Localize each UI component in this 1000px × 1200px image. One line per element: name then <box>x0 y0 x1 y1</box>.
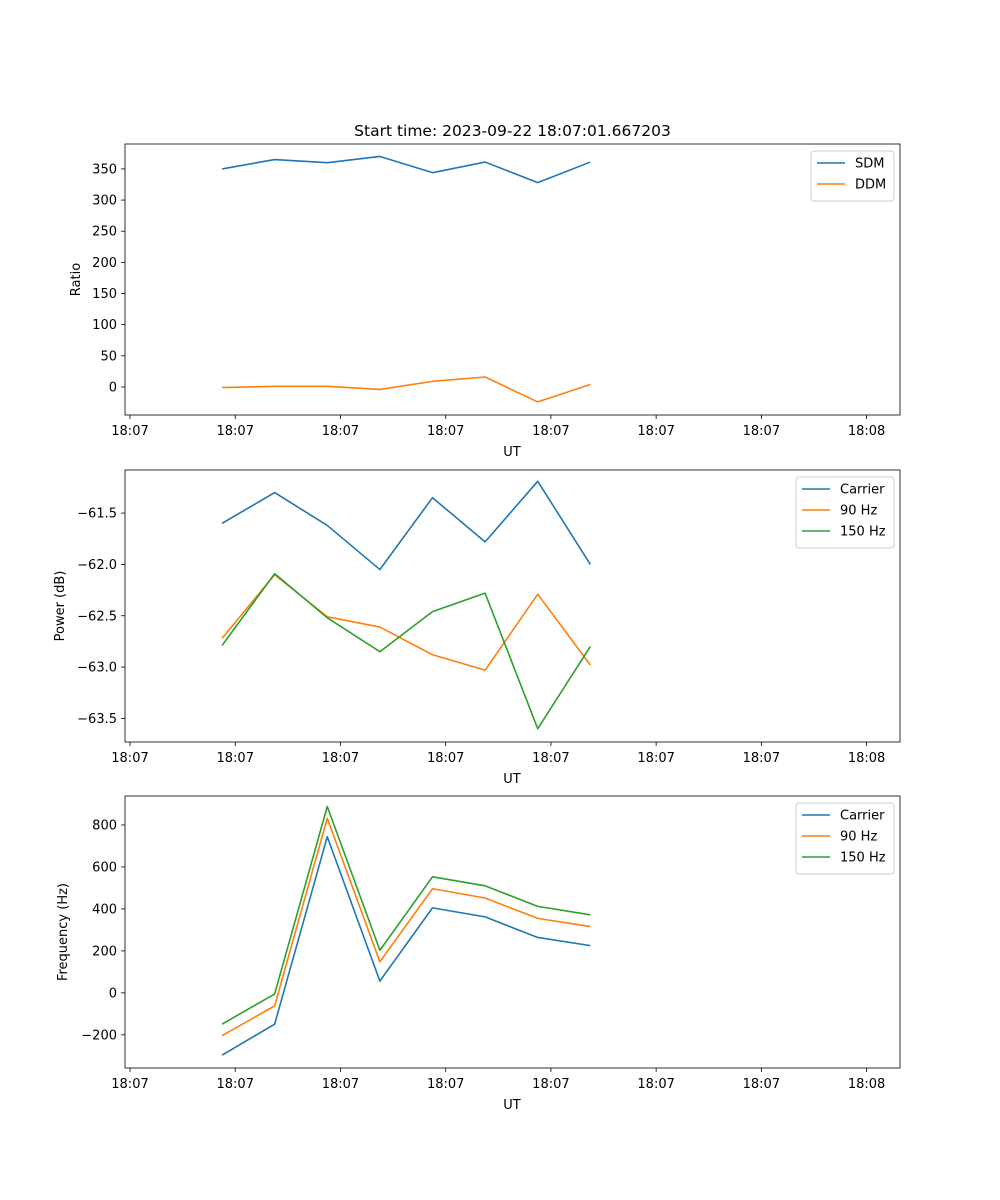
y-tick-label: −62.5 <box>77 609 117 624</box>
power-panel: 18:07 18:07 18:07 18:07 18:07 18:07 18:07 18:08… <box>53 470 900 787</box>
x-tick-label: 18:07 <box>532 424 569 439</box>
x-tick-label: 18:07 <box>111 751 148 766</box>
legend-label: Carrier <box>840 483 885 498</box>
y-tick-label: 150 <box>92 287 117 302</box>
y-tick-label: 400 <box>92 902 117 917</box>
series-line-carrier <box>222 481 590 569</box>
y-tick-label: −62.0 <box>77 558 117 573</box>
y-axis-label: Power (dB) <box>53 571 68 642</box>
y-tick-label: 100 <box>92 318 117 333</box>
x-tick-label: 18:07 <box>111 1077 148 1092</box>
x-axis-label: UT <box>503 772 521 787</box>
x-tick-label: 18:07 <box>111 424 148 439</box>
frequency-panel: 18:07 18:07 18:07 18:07 18:07 18:07 18:07 18:08… <box>56 796 900 1113</box>
ratio-panel: 18:07 18:07 18:07 18:07 18:07 18:07 18:07 18:08… <box>69 122 900 460</box>
x-tick-label: 18:07 <box>532 751 569 766</box>
x-tick-label: 18:07 <box>217 424 254 439</box>
series-line-150-hz <box>222 806 590 1024</box>
series-line-carrier <box>222 837 590 1055</box>
axes-frame <box>125 144 900 415</box>
legend-label: 150 Hz <box>840 851 886 866</box>
legend-label: DDM <box>855 178 886 193</box>
x-tick-label: 18:07 <box>637 751 674 766</box>
y-tick-label: −63.0 <box>77 661 117 676</box>
y-tick-label: 200 <box>92 256 117 271</box>
y-tick-label: −200 <box>81 1028 117 1043</box>
x-tick-label: 18:07 <box>322 1077 359 1092</box>
x-tick-label: 18:07 <box>743 424 780 439</box>
x-tick-label: 18:07 <box>427 424 464 439</box>
x-tick-label: 18:07 <box>743 1077 780 1092</box>
x-tick-label: 18:07 <box>532 1077 569 1092</box>
x-tick-label: 18:07 <box>217 751 254 766</box>
series-line-90-hz <box>222 818 590 1035</box>
y-tick-label: 800 <box>92 818 117 833</box>
series-line-ddm <box>222 377 590 402</box>
y-tick-label: 250 <box>92 225 117 240</box>
series-line-90-hz <box>222 575 590 670</box>
x-tick-label: 18:07 <box>322 751 359 766</box>
y-tick-label: 0 <box>109 380 117 395</box>
y-tick-label: 600 <box>92 860 117 875</box>
series-line-sdm <box>222 156 590 182</box>
y-tick-label: 350 <box>92 162 117 177</box>
x-tick-label: 18:08 <box>848 424 885 439</box>
y-axis-label: Frequency (Hz) <box>56 883 71 981</box>
y-tick-label: −63.5 <box>77 712 117 727</box>
x-tick-label: 18:07 <box>427 1077 464 1092</box>
x-tick-label: 18:08 <box>848 751 885 766</box>
y-tick-label: 200 <box>92 944 117 959</box>
legend-label: 90 Hz <box>840 504 877 519</box>
axes-frame <box>125 796 900 1068</box>
x-tick-label: 18:07 <box>743 751 780 766</box>
x-tick-label: 18:07 <box>217 1077 254 1092</box>
legend-label: Carrier <box>840 809 885 824</box>
legend-label: 90 Hz <box>840 830 877 845</box>
x-axis-label: UT <box>503 445 521 460</box>
x-axis-label: UT <box>503 1098 521 1113</box>
x-tick-label: 18:07 <box>637 1077 674 1092</box>
y-tick-label: 0 <box>109 986 117 1001</box>
x-tick-label: 18:07 <box>427 751 464 766</box>
y-tick-label: 300 <box>92 194 117 209</box>
legend-label: 150 Hz <box>840 525 886 540</box>
x-tick-label: 18:08 <box>848 1077 885 1092</box>
y-axis-label: Ratio <box>69 263 84 296</box>
y-tick-label: −61.5 <box>77 507 117 522</box>
x-tick-label: 18:07 <box>322 424 359 439</box>
legend-label: SDM <box>855 157 884 172</box>
chart-title: Start time: 2023-09-22 18:07:01.667203 <box>354 122 671 140</box>
x-tick-label: 18:07 <box>637 424 674 439</box>
y-tick-label: 50 <box>100 349 117 364</box>
figure: 18:07 18:07 18:07 18:07 18:07 18:07 18:07 18:08… <box>0 0 1000 1200</box>
